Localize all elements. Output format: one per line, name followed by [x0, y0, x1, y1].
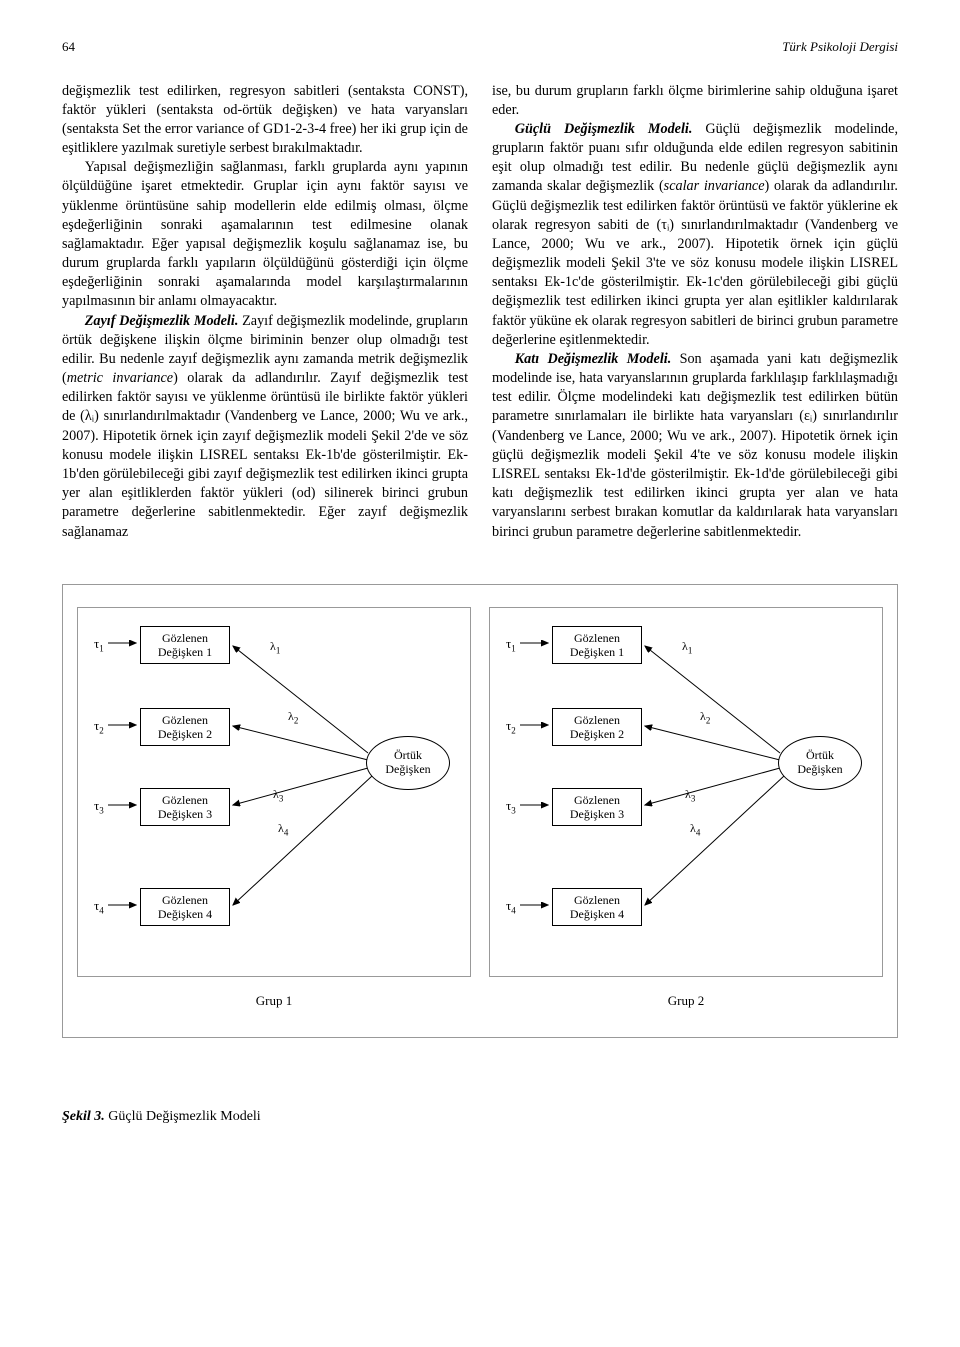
- body-text: Yapısal değişmezliğin sağlanması, farklı…: [62, 158, 468, 311]
- tau-label: τ1: [94, 635, 104, 655]
- obs-label: Değişken: [570, 645, 615, 659]
- obs-label: Gözlenen: [574, 793, 620, 807]
- obs-label: Değişken: [158, 645, 203, 659]
- lambda-label: λ3: [685, 786, 695, 805]
- obs-label: Değişken: [570, 807, 615, 821]
- observed-box: Gözlenen Değişken 1: [140, 626, 230, 665]
- observed-box: Gözlenen Değişken 2: [140, 708, 230, 747]
- journal-title: Türk Psikoloji Dergisi: [782, 38, 898, 56]
- obs-label: Gözlenen: [574, 893, 620, 907]
- latent-oval: ÖrtükDeğişken: [778, 736, 862, 790]
- latent-label: ÖrtükDeğişken: [797, 749, 842, 777]
- obs-label: Gözlenen: [162, 631, 208, 645]
- figure-label: Şekil 3.: [62, 1109, 105, 1124]
- right-column: ise, bu durum grupların farklı ölçme bir…: [492, 82, 898, 542]
- body-text: değişmezlik test edilirken, regresyon sa…: [62, 82, 468, 159]
- model-subtitle: Zayıf Değişmezlik Modeli.: [85, 313, 239, 329]
- body-text: ise, bu durum grupların farklı ölçme bir…: [492, 82, 898, 120]
- figure-caption-text: Güçlü Değişmezlik Modeli: [105, 1109, 261, 1124]
- observed-box: Gözlenen Değişken 4: [552, 888, 642, 927]
- term-italic: metric invariance: [67, 370, 173, 386]
- obs-label: Gözlenen: [574, 713, 620, 727]
- tau-label: τ4: [94, 897, 104, 917]
- obs-label: Gözlenen: [162, 713, 208, 727]
- group-panel-1: τ1 τ2 τ3 τ4 Gözlenen Değişken 1 Gözlenen…: [77, 607, 471, 977]
- obs-label: Değişken: [158, 727, 203, 741]
- latent-oval: ÖrtükDeğişken: [366, 736, 450, 790]
- lambda-label: λ2: [288, 708, 298, 727]
- figure-diagram: τ1 τ2 τ3 τ4 Gözlenen Değişken 1 Gözlenen…: [62, 584, 898, 1038]
- lambda-label: λ1: [270, 638, 280, 657]
- obs-label: Değişken: [158, 907, 203, 921]
- observed-box: Gözlenen Değişken 4: [140, 888, 230, 927]
- obs-label: Değişken: [158, 807, 203, 821]
- term-italic: scalar invariance: [664, 178, 765, 194]
- body-text: Katı Değişmezlik Modeli. Son aşamada yan…: [492, 350, 898, 542]
- model-subtitle: Katı Değişmezlik Modeli.: [515, 351, 672, 367]
- running-header: 64 Türk Psikoloji Dergisi: [62, 38, 898, 56]
- body-text: Son aşamada yani katı değişmezlik modeli…: [492, 351, 898, 540]
- body-text: ) olarak da adlandırılır. Zayıf değişmez…: [62, 370, 468, 539]
- tau-label: τ1: [506, 635, 516, 655]
- body-text: Zayıf Değişmezlik Modeli. Zayıf değişmez…: [62, 312, 468, 542]
- body-text: ) olarak da adlandırılır. Güçlü değişmez…: [492, 178, 898, 347]
- tau-label: τ3: [506, 797, 516, 817]
- obs-label: Gözlenen: [162, 893, 208, 907]
- observed-box: Gözlenen Değişken 3: [552, 788, 642, 827]
- obs-label: Gözlenen: [574, 631, 620, 645]
- lambda-label: λ1: [682, 638, 692, 657]
- lambda-label: λ4: [690, 820, 700, 839]
- lambda-label: λ3: [273, 786, 283, 805]
- page-number: 64: [62, 38, 92, 56]
- latent-label: ÖrtükDeğişken: [385, 749, 430, 777]
- lambda-label: λ4: [278, 820, 288, 839]
- tau-label: τ3: [94, 797, 104, 817]
- group-label: Grup 1: [256, 992, 292, 1010]
- observed-box: Gözlenen Değişken 1: [552, 626, 642, 665]
- left-column: değişmezlik test edilirken, regresyon sa…: [62, 82, 468, 542]
- text-columns: değişmezlik test edilirken, regresyon sa…: [62, 82, 898, 542]
- figure-caption: Şekil 3. Güçlü Değişmezlik Modeli: [62, 1108, 898, 1127]
- tau-label: τ2: [94, 717, 104, 737]
- observed-box: Gözlenen Değişken 2: [552, 708, 642, 747]
- observed-box: Gözlenen Değişken 3: [140, 788, 230, 827]
- tau-label: τ4: [506, 897, 516, 917]
- body-text: Güçlü Değişmezlik Modeli. Güçlü değişmez…: [492, 120, 898, 350]
- lambda-label: λ2: [700, 708, 710, 727]
- model-subtitle: Güçlü Değişmezlik Modeli.: [515, 121, 693, 137]
- obs-label: Gözlenen: [162, 793, 208, 807]
- group-panel-2: τ1 τ2 τ3 τ4 Gözlenen Değişken 1 Gözlenen…: [489, 607, 883, 977]
- tau-label: τ2: [506, 717, 516, 737]
- group-label: Grup 2: [668, 992, 704, 1010]
- obs-label: Değişken: [570, 727, 615, 741]
- obs-label: Değişken: [570, 907, 615, 921]
